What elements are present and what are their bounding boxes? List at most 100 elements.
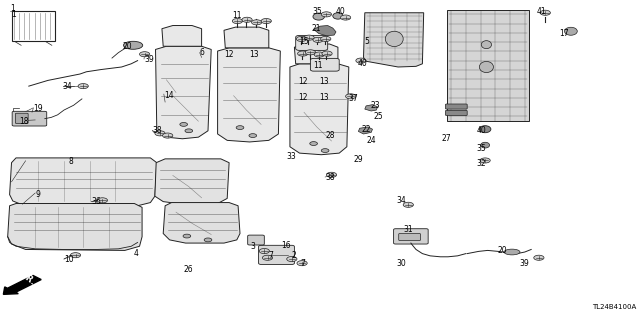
Polygon shape: [163, 203, 240, 243]
Text: 25: 25: [373, 112, 383, 121]
Circle shape: [97, 198, 108, 203]
Circle shape: [242, 17, 252, 22]
Text: 9: 9: [35, 190, 40, 199]
Text: 8: 8: [68, 157, 73, 166]
FancyBboxPatch shape: [310, 58, 339, 71]
Circle shape: [259, 249, 269, 254]
Text: 20: 20: [123, 42, 132, 51]
Text: 12: 12: [298, 93, 308, 102]
Text: 30: 30: [397, 259, 406, 268]
Text: 13: 13: [319, 93, 328, 102]
Text: 35: 35: [477, 144, 486, 153]
Text: 19: 19: [33, 104, 43, 113]
Text: 37: 37: [348, 94, 358, 103]
FancyBboxPatch shape: [15, 113, 28, 123]
Text: 12: 12: [298, 77, 308, 86]
Ellipse shape: [504, 249, 520, 255]
Text: 3: 3: [250, 242, 255, 251]
Text: 29: 29: [353, 155, 363, 164]
Bar: [12, 11, 55, 41]
Circle shape: [305, 50, 316, 55]
Text: 38: 38: [152, 126, 162, 135]
Circle shape: [534, 255, 544, 260]
Polygon shape: [358, 127, 372, 134]
Text: 35: 35: [312, 7, 322, 16]
FancyArrow shape: [3, 276, 41, 294]
Polygon shape: [314, 26, 336, 36]
Ellipse shape: [124, 41, 143, 49]
Text: 36: 36: [92, 197, 101, 206]
Circle shape: [261, 19, 271, 24]
Text: 2: 2: [291, 251, 296, 260]
Text: 32: 32: [477, 159, 486, 168]
FancyBboxPatch shape: [12, 111, 47, 126]
Circle shape: [310, 142, 317, 145]
Text: 7: 7: [301, 259, 306, 268]
Circle shape: [321, 36, 331, 41]
Circle shape: [321, 12, 332, 17]
Circle shape: [236, 126, 244, 130]
Circle shape: [322, 51, 332, 56]
Circle shape: [326, 172, 337, 177]
Polygon shape: [162, 26, 202, 46]
Circle shape: [298, 51, 308, 56]
Text: 40: 40: [477, 126, 486, 135]
Text: 22: 22: [362, 125, 371, 134]
Ellipse shape: [481, 41, 492, 49]
Text: 28: 28: [325, 131, 335, 140]
Ellipse shape: [313, 13, 324, 20]
Ellipse shape: [481, 142, 490, 148]
Polygon shape: [224, 27, 269, 48]
FancyBboxPatch shape: [248, 235, 264, 245]
Text: 13: 13: [319, 77, 328, 86]
Text: 11: 11: [314, 61, 323, 70]
Polygon shape: [8, 204, 142, 250]
Circle shape: [70, 253, 81, 258]
Polygon shape: [156, 46, 211, 139]
FancyBboxPatch shape: [445, 104, 467, 109]
Text: 5: 5: [365, 37, 370, 46]
Text: 10: 10: [64, 256, 74, 264]
Text: 21: 21: [311, 24, 321, 33]
FancyBboxPatch shape: [259, 245, 294, 264]
Circle shape: [204, 238, 212, 242]
Text: 1: 1: [12, 10, 16, 19]
Circle shape: [403, 202, 413, 207]
FancyBboxPatch shape: [399, 234, 420, 241]
Text: 15: 15: [300, 37, 309, 46]
Text: 1: 1: [10, 4, 15, 13]
Circle shape: [155, 131, 165, 136]
Ellipse shape: [333, 13, 343, 19]
Text: 20: 20: [498, 246, 508, 255]
Circle shape: [287, 256, 297, 262]
Circle shape: [313, 37, 323, 42]
Text: 16: 16: [282, 241, 291, 250]
Text: 26: 26: [184, 265, 194, 274]
Polygon shape: [290, 64, 349, 155]
Text: 14: 14: [164, 91, 173, 100]
Text: 41: 41: [537, 7, 547, 16]
Circle shape: [185, 129, 193, 133]
Polygon shape: [294, 44, 338, 64]
Text: 18: 18: [19, 117, 29, 126]
Text: 39: 39: [144, 55, 154, 63]
Circle shape: [78, 84, 88, 89]
Text: 33: 33: [287, 152, 296, 161]
Text: 27: 27: [442, 134, 451, 143]
Circle shape: [340, 15, 351, 20]
Circle shape: [252, 20, 262, 25]
Ellipse shape: [479, 61, 493, 73]
Polygon shape: [218, 48, 280, 142]
Text: 34: 34: [63, 82, 72, 91]
Text: 24: 24: [366, 136, 376, 145]
Text: 23: 23: [371, 101, 380, 110]
Ellipse shape: [564, 27, 577, 35]
Text: 17: 17: [559, 29, 569, 38]
Circle shape: [163, 133, 173, 138]
Circle shape: [540, 10, 550, 15]
Text: 11: 11: [232, 11, 242, 20]
Circle shape: [180, 122, 188, 126]
FancyBboxPatch shape: [394, 229, 428, 244]
FancyBboxPatch shape: [447, 10, 529, 121]
Text: TL24B4100A: TL24B4100A: [593, 304, 637, 310]
